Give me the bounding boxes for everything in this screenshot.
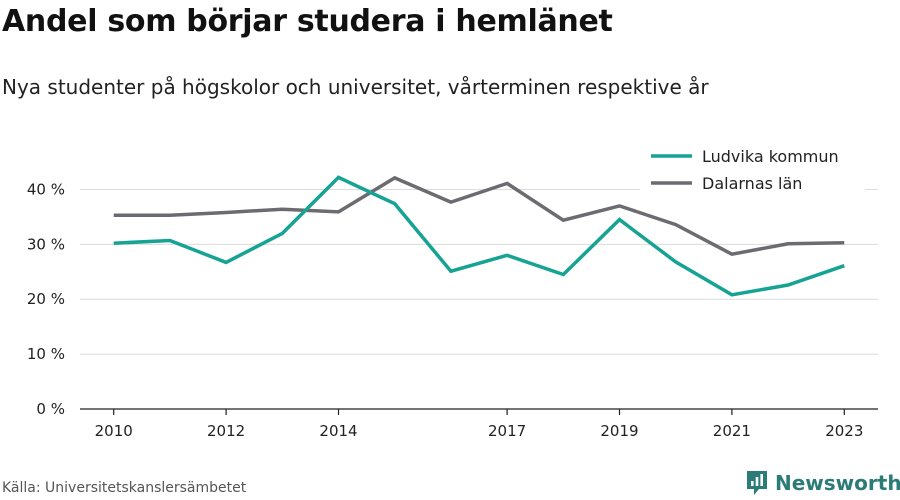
y-tick-label: 0 % — [36, 400, 65, 418]
chart-series — [113, 175, 845, 297]
y-tick-label: 10 % — [27, 345, 65, 363]
y-tick-label: 20 % — [27, 290, 65, 308]
legend-label-dalarnas-l-n: Dalarnas län — [702, 174, 802, 193]
legend-label-ludvika-kommun: Ludvika kommun — [702, 147, 839, 166]
series-line-dalarnas-l-n — [113, 175, 845, 257]
x-tick-label: 2021 — [713, 422, 751, 440]
series-line-ludvika-kommun — [113, 175, 845, 297]
newsworthy-logo-icon — [747, 471, 767, 495]
x-axis: 2010 2012 2014 2017 2019 2021 2023 — [80, 408, 878, 440]
legend-background — [640, 143, 865, 197]
chart-legend: Ludvika kommun Dalarnas län — [640, 143, 865, 197]
y-tick-label: 30 % — [27, 235, 65, 253]
brand-name: Newsworthy — [775, 471, 900, 495]
chart-subtitle: Nya studenter på högskolor och universit… — [2, 75, 709, 99]
line-chart: 0 % 10 % 20 % 30 % 40 % 2010 2012 2014 2017 2019… — [26, 143, 878, 440]
x-tick-label: 2014 — [319, 422, 357, 440]
chart-title: Andel som börjar studera i hemlänet — [2, 4, 613, 39]
source-note: Källa: Universitetskanslersämbetet — [2, 480, 247, 496]
x-tick-label: 2010 — [95, 422, 133, 440]
x-tick-label: 2012 — [207, 422, 245, 440]
y-axis: 0 % 10 % 20 % 30 % 40 % — [27, 180, 65, 418]
y-tick-label: 40 % — [27, 180, 65, 198]
x-tick-label: 2023 — [825, 422, 863, 440]
x-tick-label: 2017 — [488, 422, 526, 440]
x-tick-label: 2019 — [600, 422, 638, 440]
brand-logo[interactable]: Newsworthy — [745, 469, 900, 497]
